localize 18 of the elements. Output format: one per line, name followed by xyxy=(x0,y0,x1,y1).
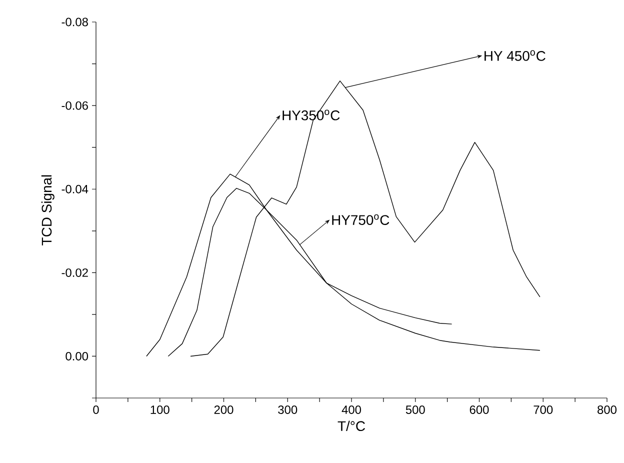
y-tick-label: -0.06 xyxy=(62,101,88,110)
x-tick-label: 100 xyxy=(150,406,170,414)
x-tick-label: 400 xyxy=(342,406,362,414)
x-tick-label: 0 xyxy=(93,406,99,414)
y-tick-label: -0.04 xyxy=(62,184,88,194)
x-tick-label: 200 xyxy=(214,406,234,414)
y-axis-title: TCD Signal xyxy=(41,175,54,246)
x-tick-label: 300 xyxy=(278,406,298,414)
annotation: HY750$^{o}$C xyxy=(332,214,390,225)
y-tick-label: -0.02 xyxy=(62,268,88,277)
annotation: HY 450$^{o}$C xyxy=(484,50,546,61)
y-tick-label: -0.08 xyxy=(62,18,88,26)
x-tick-label: 600 xyxy=(470,406,489,414)
x-tick-label: 800 xyxy=(598,406,617,414)
x-tick-label: 500 xyxy=(406,406,425,414)
x-axis-title: T/°C xyxy=(338,420,366,432)
x-tick-label: 700 xyxy=(534,406,553,414)
y-tick-label: 0.00 xyxy=(66,352,88,360)
